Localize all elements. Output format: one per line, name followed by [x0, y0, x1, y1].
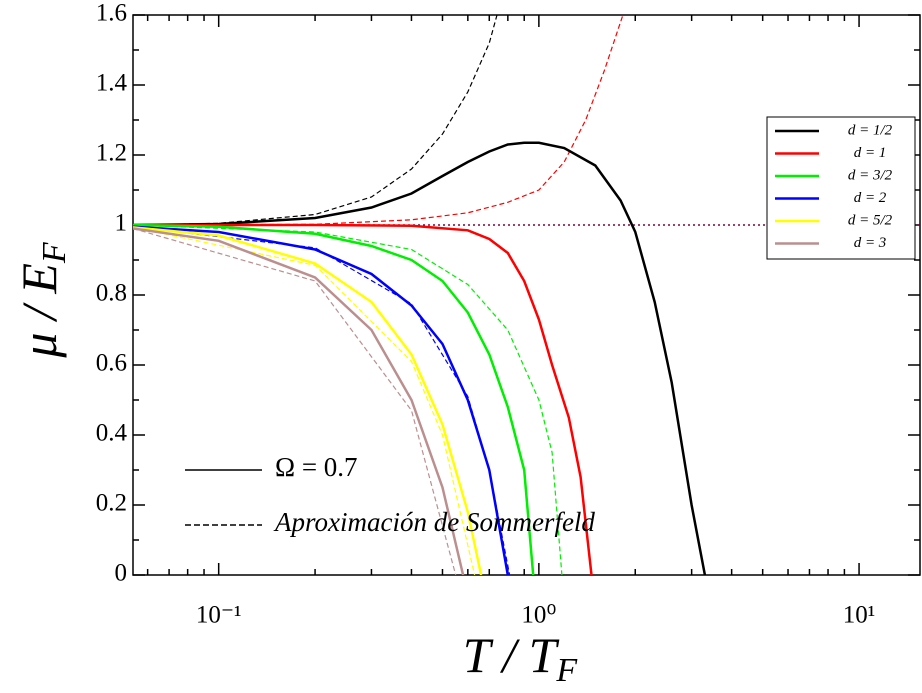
- y-tick-label: 0.6: [96, 350, 127, 377]
- legend-label: d = 1: [854, 145, 887, 161]
- series-line: [133, 225, 510, 575]
- y-tick-label: 1.2: [96, 140, 127, 167]
- legend: d = 1/2 d = 1 d = 3/2 d = 2 d = 5/2 d = 3 Ω = …: [185, 116, 916, 537]
- legend-label: d = 2: [854, 190, 887, 206]
- x-tick-label: 10¹: [843, 602, 876, 629]
- sommerfeld-line: [133, 227, 457, 575]
- sommerfeld-line: [133, 15, 498, 226]
- legend-label: d = 3: [854, 235, 887, 251]
- plot-lines: [133, 15, 920, 575]
- y-tick-label: 1: [115, 210, 128, 237]
- y-tick-label: 1.6: [96, 0, 127, 27]
- series-line: [133, 227, 465, 575]
- y-tick-label: 1.4: [96, 70, 128, 97]
- x-tick-label: 10⁻¹: [196, 602, 242, 629]
- sommerfeld-line: [133, 224, 563, 575]
- y-axis-label: μ / EF: [11, 241, 72, 359]
- y-tick-label: 0.2: [96, 490, 127, 517]
- x-axis-label: T / TF: [463, 627, 579, 688]
- y-tick-label: 0.8: [96, 280, 127, 307]
- legend-label: d = 5/2: [848, 212, 893, 228]
- sommerfeld-line: [133, 226, 476, 575]
- series-line: [133, 223, 593, 575]
- legend-box: [766, 116, 916, 260]
- series-line: [133, 226, 483, 575]
- x-tick-label: 10⁰: [521, 602, 556, 629]
- series-line: [133, 223, 535, 575]
- series-line: [133, 141, 707, 575]
- legend-label: d = 1/2: [848, 122, 893, 138]
- style-legend-label: Ω = 0.7: [275, 452, 358, 482]
- sommerfeld-line: [133, 15, 624, 226]
- y-axis-label-sub: F: [36, 241, 73, 264]
- legend-label: d = 3/2: [848, 167, 893, 183]
- x-axis-label-main: T / T: [463, 627, 560, 683]
- x-axis-label-sub: F: [555, 652, 578, 689]
- style-legend-label: Aproximación de Sommerfeld: [273, 507, 595, 537]
- y-tick-label: 0.4: [96, 420, 128, 447]
- y-axis-label-main: μ / E: [11, 263, 67, 359]
- y-tick-label: 0: [115, 560, 128, 587]
